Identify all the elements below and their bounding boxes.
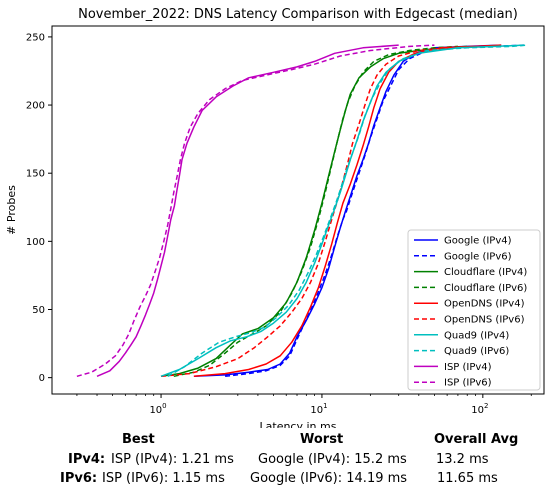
series-line-quad9-ipv6 bbox=[167, 44, 528, 377]
legend-label: Google (IPv4) bbox=[444, 236, 512, 247]
summary-row-ipv6-avg: 11.65 ms bbox=[437, 471, 498, 486]
legend-box bbox=[407, 229, 541, 391]
legend-label: Cloudflare (IPv4) bbox=[444, 267, 527, 278]
summary-row-ipv6-label: IPv6: bbox=[60, 471, 98, 486]
legend-label: Quad9 (IPv4) bbox=[444, 330, 509, 341]
series-line-google-ipv6 bbox=[225, 44, 524, 378]
summary-header-worst: Worst bbox=[300, 432, 344, 447]
summary-row-ipv4-worst: Google (IPv4): 15.2 ms bbox=[258, 452, 407, 467]
summary-row-ipv6-best: ISP (IPv6): 1.15 ms bbox=[102, 471, 225, 486]
series-line-cloudflare-ipv6 bbox=[173, 45, 458, 378]
legend-label: ISP (IPv4) bbox=[444, 362, 492, 373]
summary-table: Best Worst Overall Avg IPv4: ISP (IPv4):… bbox=[0, 428, 555, 496]
summary-row-ipv4-best: ISP (IPv4): 1.21 ms bbox=[111, 452, 234, 467]
chart-title: November_2022: DNS Latency Comparison wi… bbox=[78, 7, 518, 22]
legend-label: OpenDNS (IPv4) bbox=[444, 299, 525, 310]
legend-label: Google (IPv6) bbox=[444, 251, 512, 262]
summary-row-ipv4-label: IPv4: bbox=[68, 452, 106, 467]
y-tick-label: 200 bbox=[26, 101, 45, 112]
x-tick-label: 102 bbox=[471, 402, 488, 416]
y-tick-label: 250 bbox=[26, 32, 45, 43]
y-tick-label: 0 bbox=[39, 373, 45, 384]
summary-header-best: Best bbox=[122, 432, 155, 447]
series-line-google-ipv4 bbox=[193, 44, 502, 378]
series-layer bbox=[76, 44, 528, 378]
y-axis-label: # Probes bbox=[5, 185, 18, 235]
series-line-isp-ipv6 bbox=[76, 44, 435, 378]
y-tick-label: 50 bbox=[32, 305, 45, 316]
y-tick-label: 100 bbox=[26, 237, 45, 248]
legend-label: ISP (IPv6) bbox=[444, 378, 492, 389]
summary-row-ipv4-avg: 13.2 ms bbox=[436, 452, 489, 467]
summary-row-ipv6-worst: Google (IPv6): 14.19 ms bbox=[250, 471, 408, 486]
x-tick-label: 100 bbox=[149, 402, 166, 416]
legend: Google (IPv4) Google (IPv6) Cloudflare (IP… bbox=[407, 229, 541, 391]
legend-label: Quad9 (IPv6) bbox=[444, 346, 509, 357]
latency-chart: November_2022: DNS Latency Comparison wi… bbox=[5, 7, 545, 428]
x-axis-label: Latency in ms bbox=[260, 420, 337, 428]
ticks-layer: 0 50 100 150 200 250 100 101 102 bbox=[26, 32, 532, 416]
y-tick-label: 150 bbox=[26, 169, 45, 180]
legend-label: OpenDNS (IPv6) bbox=[444, 315, 525, 326]
summary-header-avg: Overall Avg bbox=[434, 432, 519, 447]
series-line-isp-ipv4 bbox=[96, 44, 399, 377]
x-tick-label: 101 bbox=[310, 402, 327, 416]
legend-label: Cloudflare (IPv6) bbox=[444, 283, 527, 294]
